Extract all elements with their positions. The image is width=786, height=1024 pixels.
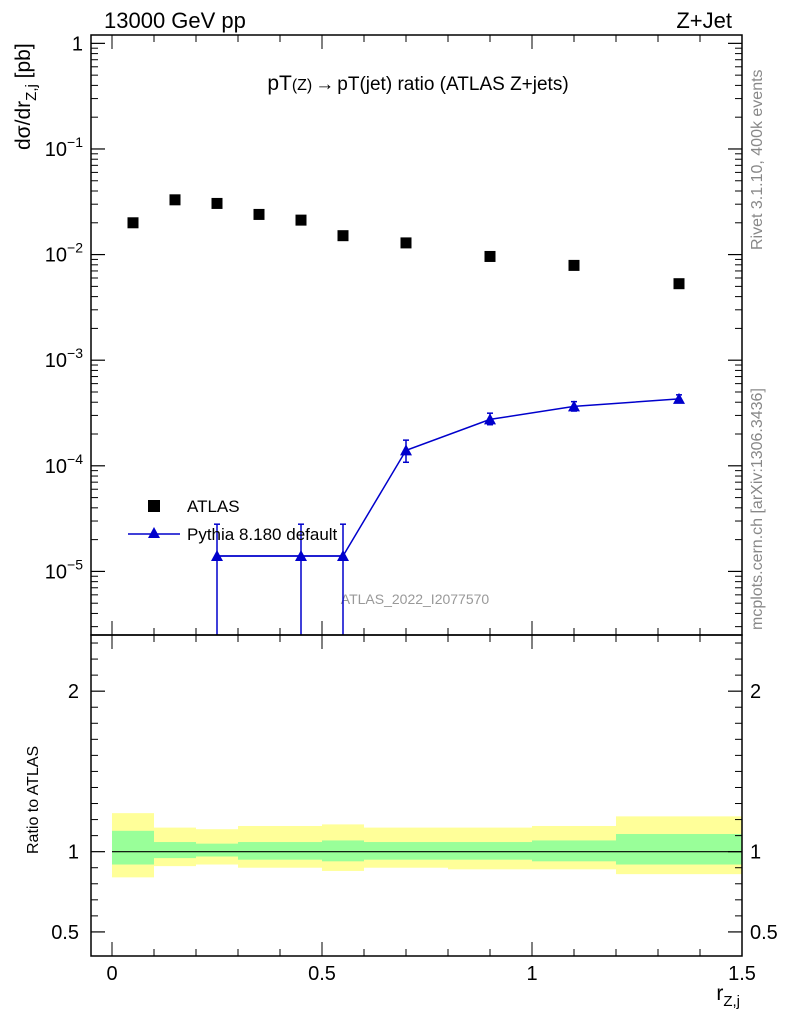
legend-marker-pythia — [148, 527, 160, 538]
stat-uncertainty-band — [154, 842, 196, 859]
ratio-panel-frame — [90, 634, 743, 957]
ratio-y-axis-label: Ratio to ATLAS — [25, 746, 42, 854]
y-tick-label: 1 — [72, 33, 83, 55]
atlas-data-point — [169, 194, 181, 206]
atlas-data-point — [400, 237, 412, 249]
stat-uncertainty-band — [448, 842, 532, 860]
atlas-data-point — [673, 278, 685, 290]
ratio-y-tick-label: 1 — [68, 842, 79, 864]
pythia-data-point — [484, 413, 496, 425]
y-tick-base: 10 — [45, 350, 67, 372]
pythia-data-point — [400, 444, 412, 456]
atlas-data-point — [295, 214, 307, 226]
ratio-y-tick-label: 2 — [68, 681, 79, 703]
main-panel-frame — [90, 34, 743, 636]
header-right-label: Z+Jet — [676, 8, 732, 33]
pythia-data-point — [673, 392, 685, 404]
pythia-data-point — [295, 549, 307, 561]
title-arrow: → — [315, 74, 334, 95]
stat-uncertainty-band — [280, 842, 322, 860]
header-left-label: 13000 GeV pp — [104, 8, 246, 33]
title-sub1: (Z) — [292, 77, 312, 94]
xlabel-main: r — [716, 982, 723, 1005]
y-tick-exponent: −4 — [67, 451, 83, 467]
ratio-y-tick-label-right: 0.5 — [750, 922, 778, 944]
y-tick-base: 10 — [45, 561, 67, 583]
y-tick-base: 10 — [45, 245, 67, 267]
y-tick-exponent: −1 — [67, 134, 83, 150]
title-main: pT — [267, 72, 292, 95]
stat-uncertainty-band — [364, 842, 448, 860]
atlas-data-point — [568, 259, 580, 271]
main-axis-ticks: 110−110−210−310−410−5 — [45, 33, 743, 635]
ratio-y-tick-label-right: 2 — [750, 681, 761, 703]
stat-uncertainty-band — [322, 840, 364, 862]
atlas-data-point — [337, 230, 349, 242]
ratio-uncertainty-bands — [112, 813, 742, 878]
ratio-axis-ticks: 0 0.5 1 1.5 0.5 0.5 1 1 2 2 — [51, 635, 778, 985]
atlas-data-point — [253, 208, 265, 220]
y-tick-label: 10−1 — [45, 134, 83, 161]
y-tick-exponent: −2 — [67, 240, 83, 256]
stat-uncertainty-band — [532, 840, 616, 862]
y-tick-label: 10−5 — [45, 556, 83, 583]
stat-uncertainty-band — [112, 830, 154, 865]
rivet-note: Rivet 3.1.10, 400k events — [749, 69, 766, 250]
analysis-watermark: ATLAS_2022_I2077570 — [341, 591, 490, 607]
y-tick-base: 1 — [72, 33, 83, 55]
pythia-data-point — [211, 549, 223, 561]
legend-label-atlas: ATLAS — [187, 497, 240, 516]
atlas-data-point — [484, 250, 496, 262]
x-tick-label: 0.5 — [308, 963, 336, 985]
legend: ATLAS Pythia 8.180 default — [128, 497, 338, 544]
mcplots-note: mcplots.cern.ch [arXiv:1306.3436] — [749, 388, 766, 630]
legend-label-pythia: Pythia 8.180 default — [187, 525, 338, 544]
x-tick-label: 1.5 — [728, 963, 756, 985]
y-tick-base: 10 — [45, 139, 67, 161]
main-data-series — [127, 194, 685, 635]
ratio-y-tick-label-right: 1 — [750, 842, 761, 864]
y-tick-label: 10−4 — [45, 451, 83, 478]
ylabel-sub: Z,j — [23, 84, 40, 101]
title-rest: pT(jet) ratio (ATLAS Z+jets) — [337, 74, 568, 95]
x-tick-label: 1 — [526, 963, 537, 985]
ratio-y-tick-label: 0.5 — [51, 922, 79, 944]
x-tick-label: 0 — [106, 963, 117, 985]
stat-uncertainty-band — [196, 843, 238, 857]
y-tick-base: 10 — [45, 456, 67, 478]
y-tick-exponent: −5 — [67, 556, 83, 572]
legend-marker-atlas — [148, 500, 160, 512]
xlabel-sub: Z,j — [723, 993, 740, 1010]
stat-uncertainty-band — [238, 842, 280, 860]
y-tick-exponent: −3 — [67, 345, 83, 361]
main-plot-title: pT(Z) → pT(jet) ratio (ATLAS Z+jets) — [267, 72, 568, 95]
main-y-axis-label: dσ/drZ,j [pb] — [12, 43, 40, 150]
pythia-data-point — [337, 549, 349, 561]
ylabel-main: dσ/dr — [12, 101, 35, 150]
atlas-data-point — [127, 217, 139, 229]
x-axis-label: rZ,j — [716, 982, 740, 1010]
y-tick-label: 10−3 — [45, 345, 83, 372]
stat-uncertainty-band — [616, 834, 742, 865]
pythia-data-point — [568, 400, 580, 412]
y-tick-label: 10−2 — [45, 240, 83, 267]
ylabel-unit: [pb] — [12, 43, 35, 84]
atlas-data-point — [211, 197, 223, 209]
